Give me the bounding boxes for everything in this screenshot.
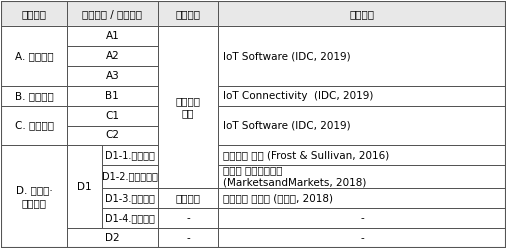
Text: 스마트홈 보안 (Frost & Sullivan, 2016): 스마트홈 보안 (Frost & Sullivan, 2016): [223, 150, 389, 160]
Polygon shape: [102, 145, 158, 165]
Polygon shape: [218, 1, 505, 26]
Polygon shape: [67, 86, 158, 106]
Polygon shape: [67, 46, 158, 66]
Polygon shape: [158, 26, 218, 188]
Polygon shape: [218, 26, 505, 86]
Polygon shape: [158, 208, 218, 228]
Text: IoT Connectivity  (IDC, 2019): IoT Connectivity (IDC, 2019): [223, 91, 374, 101]
Text: B. 자율연결: B. 자율연결: [15, 91, 54, 101]
Polygon shape: [158, 1, 218, 26]
Text: 비용지감: 비용지감: [175, 193, 200, 203]
Text: B1: B1: [105, 91, 119, 101]
Text: A1: A1: [105, 31, 119, 41]
Polygon shape: [67, 145, 102, 228]
Polygon shape: [67, 26, 158, 46]
Polygon shape: [218, 145, 505, 165]
Polygon shape: [67, 66, 158, 86]
Polygon shape: [102, 165, 158, 188]
Text: D1: D1: [77, 182, 92, 191]
Polygon shape: [218, 106, 505, 145]
Text: C. 자율트원: C. 자율트원: [15, 121, 54, 130]
Text: IoT Software (IDC, 2019): IoT Software (IDC, 2019): [223, 121, 351, 130]
Polygon shape: [218, 86, 505, 106]
Polygon shape: [102, 208, 158, 228]
Polygon shape: [2, 26, 67, 86]
Polygon shape: [218, 208, 505, 228]
Text: 전략과제 / 핵심과제: 전략과제 / 핵심과제: [82, 9, 142, 19]
Text: -: -: [186, 233, 190, 243]
Text: A2: A2: [105, 51, 119, 61]
Text: -: -: [360, 233, 364, 243]
Polygon shape: [67, 106, 158, 125]
Polygon shape: [2, 1, 67, 26]
Text: -: -: [360, 213, 364, 223]
Polygon shape: [2, 86, 67, 106]
Polygon shape: [67, 125, 158, 145]
Text: D2: D2: [105, 233, 120, 243]
Text: 추진분야: 추진분야: [22, 9, 47, 19]
Polygon shape: [67, 1, 158, 26]
Polygon shape: [218, 165, 505, 188]
Text: D1-2.시설물안전: D1-2.시설물안전: [102, 172, 158, 182]
Polygon shape: [67, 228, 158, 248]
Polygon shape: [158, 228, 218, 248]
Text: D. 서비스·
시험인증: D. 서비스· 시험인증: [16, 185, 53, 208]
Text: 대상시장: 대상시장: [349, 9, 374, 19]
Text: 편익항목: 편익항목: [175, 9, 200, 19]
Polygon shape: [2, 106, 67, 145]
Polygon shape: [158, 188, 218, 208]
Polygon shape: [102, 188, 158, 208]
Text: IoT Software (IDC, 2019): IoT Software (IDC, 2019): [223, 51, 351, 61]
Text: C2: C2: [105, 130, 119, 140]
Text: A. 자율사물: A. 자율사물: [15, 51, 53, 61]
Text: 화재재산 피해액 (소방청, 2018): 화재재산 피해액 (소방청, 2018): [223, 193, 333, 203]
Text: 구조물 유지보수시장
(MarketsandMarkets, 2018): 구조물 유지보수시장 (MarketsandMarkets, 2018): [223, 165, 367, 188]
Text: C1: C1: [105, 111, 119, 121]
Text: D1-4.지되제거: D1-4.지되제거: [105, 213, 155, 223]
Text: D1-1.생활안전: D1-1.생활안전: [105, 150, 155, 160]
Polygon shape: [2, 145, 67, 248]
Text: -: -: [186, 213, 190, 223]
Text: 부가가치
창출: 부가가치 창출: [175, 96, 200, 118]
Polygon shape: [218, 188, 505, 208]
Text: A3: A3: [105, 71, 119, 81]
Polygon shape: [218, 228, 505, 248]
Text: D1-3.화재진압: D1-3.화재진압: [105, 193, 155, 203]
